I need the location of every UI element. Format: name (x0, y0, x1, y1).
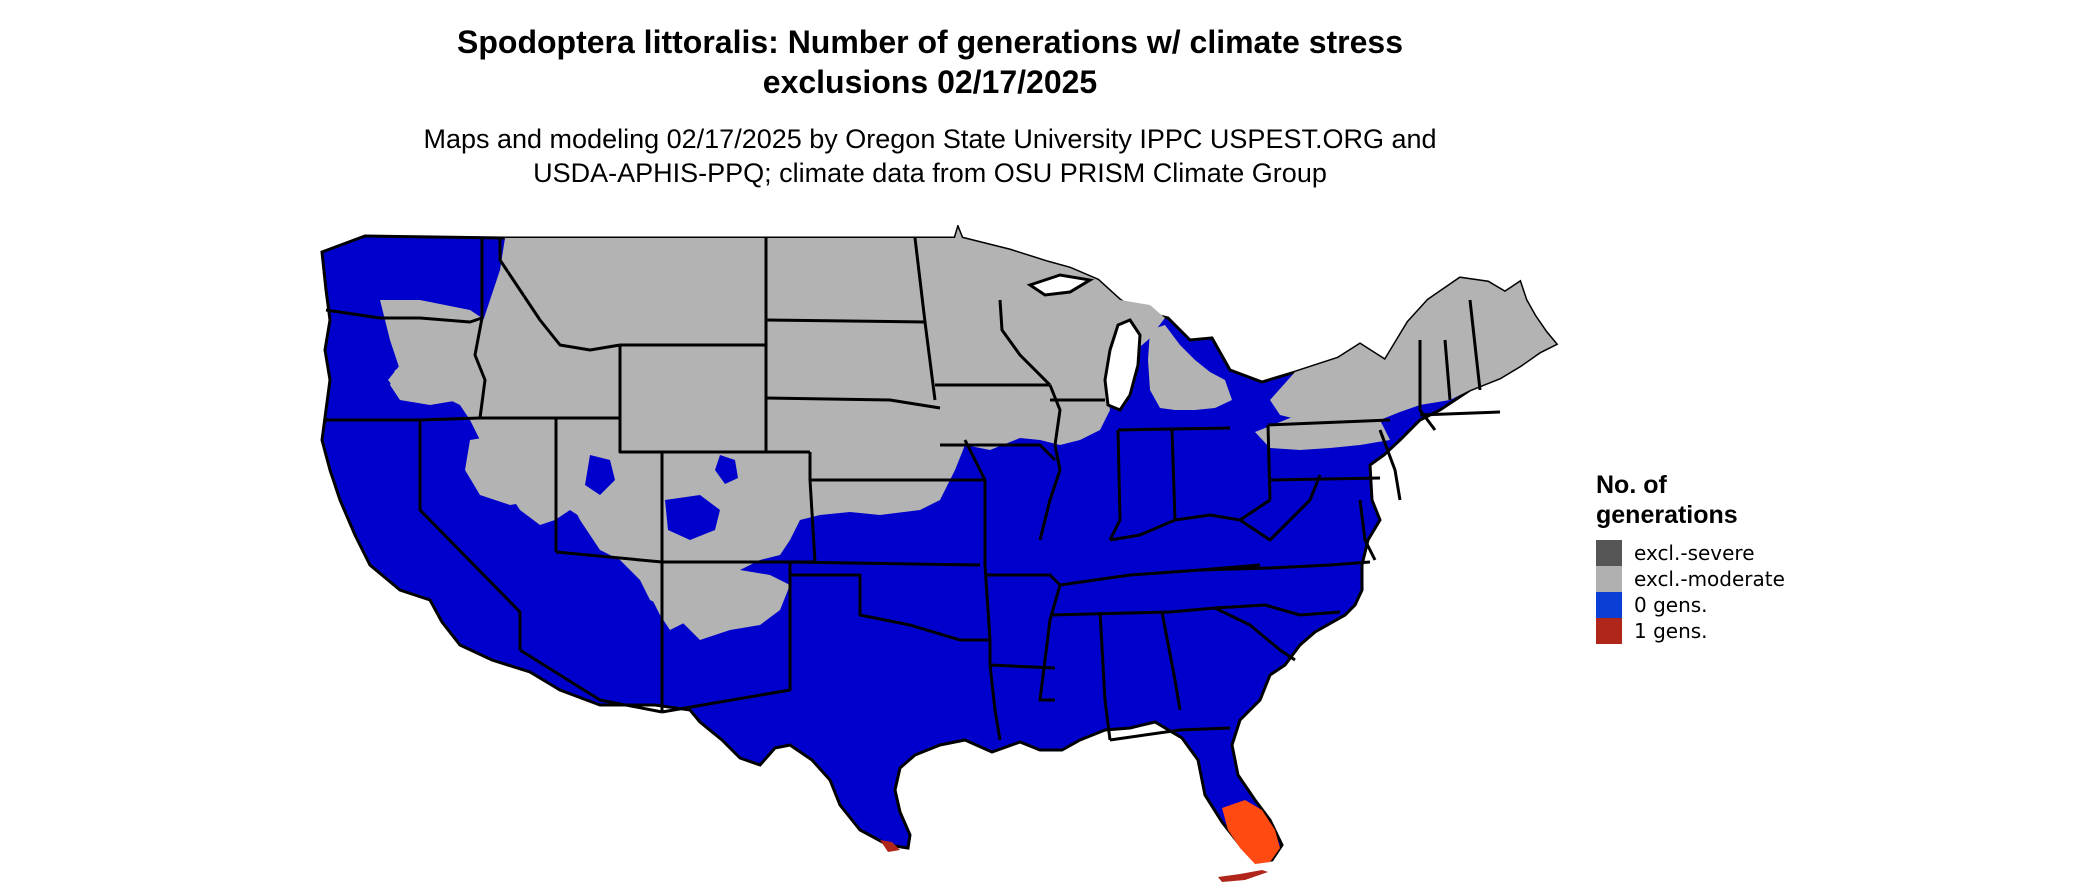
legend-item-zero-gens: 0 gens. (1596, 592, 1785, 618)
border-ny-nj (1378, 429, 1402, 501)
legend-swatch-excl-severe (1596, 540, 1622, 566)
border-oh-pa (1266, 424, 1272, 501)
border-fl-north (1109, 726, 1231, 742)
border-nh-me (1468, 299, 1482, 391)
moderate-lower-michigan (1148, 325, 1232, 410)
legend-label-zero-gens: 0 gens. (1634, 593, 1708, 617)
legend-item-excl-severe: excl.-severe (1596, 540, 1785, 566)
legend-label-excl-moderate: excl.-moderate (1634, 567, 1785, 591)
map-subtitle-line2: USDA-APHIS-PPQ; climate data from OSU PR… (533, 158, 1327, 188)
border-va-nc (1199, 560, 1371, 572)
border-ma-south (1419, 410, 1501, 417)
zero-gens-rockies-valley (715, 455, 738, 484)
legend-label-one-gen: 1 gens. (1634, 619, 1708, 643)
border-oh-mi (1117, 426, 1231, 432)
moderate-nevada-patches (465, 435, 560, 505)
border-az-south (519, 648, 663, 714)
border-nd-sd (765, 318, 926, 324)
legend-label-excl-severe: excl.-severe (1634, 541, 1755, 565)
border-tn-south (1049, 606, 1216, 617)
zero-gens-utah-valley (585, 455, 615, 495)
border-ia-il (1038, 384, 1062, 541)
border-ok-north (789, 560, 981, 567)
state-borders (325, 237, 1501, 742)
one-gen-florida-keys (1218, 870, 1268, 882)
border-ca-nv (418, 420, 522, 650)
us-generations-map (320, 225, 1559, 882)
legend-items: excl.-severe excl.-moderate 0 gens. 1 ge… (1596, 540, 1785, 644)
map-subtitle: Maps and modeling 02/17/2025 by Oregon S… (400, 122, 1460, 190)
border-wa-or (325, 308, 483, 324)
border-ok-tx (790, 573, 990, 642)
legend-title: No. of generations (1596, 470, 1785, 530)
border-az-ut (555, 550, 663, 564)
moderate-michigan-wisconsin (1000, 282, 1165, 435)
border-ga-sc (1214, 606, 1296, 662)
legend-swatch-excl-moderate (1596, 566, 1622, 592)
border-ms-al (1098, 611, 1112, 741)
border-or-south (326, 416, 556, 422)
border-sd-ne (765, 396, 941, 410)
border-id-mt (498, 238, 621, 352)
border-ohio-river (1109, 498, 1271, 542)
border-il-in (1108, 429, 1122, 541)
border-mississippi (1038, 584, 1062, 702)
map-title-line2: exclusions 02/17/2025 (762, 64, 1098, 100)
border-wv-va (1239, 474, 1322, 542)
border-mo-ar (985, 573, 1062, 587)
border-pa-south (1269, 476, 1381, 482)
zero-gens-colorado-valley (665, 495, 720, 540)
moderate-northeast (1270, 278, 1556, 430)
border-nm-tx (661, 562, 792, 714)
border-nc-sc (1214, 603, 1341, 617)
border-ar-ok (983, 564, 992, 665)
border-id-west (473, 238, 487, 419)
legend-title-line1: No. of (1596, 471, 1667, 499)
map-title-line1: Spodoptera littoralis: Number of generat… (457, 24, 1403, 60)
border-al-ga (1160, 611, 1182, 711)
legend-item-excl-moderate: excl.-moderate (1596, 566, 1785, 592)
legend-title-line2: generations (1596, 501, 1738, 529)
moderate-oregon-plateau (390, 365, 480, 405)
legend-swatch-zero-gens (1596, 592, 1622, 618)
border-tx-la (988, 664, 1002, 741)
lake-michigan (1103, 318, 1142, 412)
moderate-north-plains (388, 228, 1120, 630)
legend: No. of generations excl.-severe excl.-mo… (1596, 470, 1785, 644)
border-ia-mo (940, 443, 1057, 462)
border-delmarva (1358, 499, 1377, 561)
lake-superior-edge (1026, 273, 1095, 297)
moderate-new-mexico-north (660, 570, 790, 640)
border-ny-ne (1418, 340, 1437, 431)
one-gen-south-florida (1222, 800, 1280, 864)
legend-swatch-one-gen (1596, 618, 1622, 644)
legend-item-one-gen: 1 gens. (1596, 618, 1785, 644)
map-title: Spodoptera littoralis: Number of generat… (400, 22, 1460, 102)
border-dakotas-mn (913, 237, 937, 401)
border-ks-mo (963, 439, 987, 565)
border-vt-nh (1443, 339, 1452, 401)
great-lakes (1026, 273, 1142, 412)
border-mn-wi (998, 299, 1052, 387)
one-gen-texas-tip (880, 840, 900, 852)
map-subtitle-line1: Maps and modeling 02/17/2025 by Oregon S… (423, 124, 1437, 154)
border-tn-north (1059, 563, 1261, 587)
border-in-oh (1170, 429, 1177, 521)
zero-gens-islands (585, 455, 738, 540)
border-pa-ny (1267, 418, 1391, 427)
